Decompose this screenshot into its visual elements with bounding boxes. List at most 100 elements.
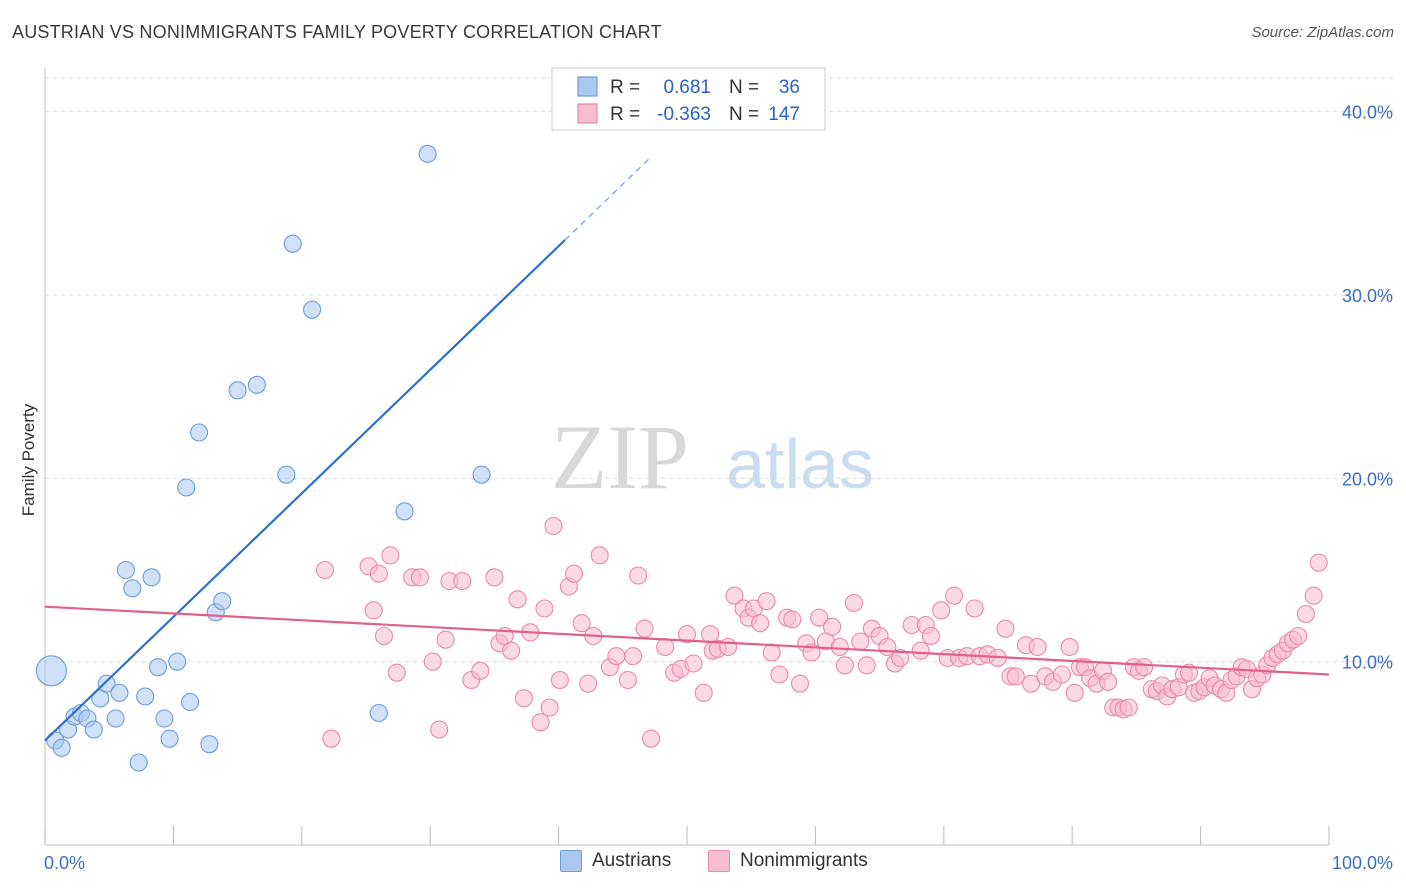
nonimmigrants-point-12: [436, 630, 455, 649]
legend-austrians-swatch: [577, 76, 598, 97]
nonimmigrants-point-70: [844, 593, 863, 613]
chart-source: Source: ZipAtlas.com: [1251, 24, 1394, 41]
y-tick-label-3: 40.0%: [1342, 103, 1393, 123]
nonimmigrants-point-111: [1119, 698, 1138, 717]
legend-nonimmigrants-swatch: [577, 103, 598, 124]
nonimmigrants-point-46: [684, 654, 703, 673]
austrians-point-22: [181, 692, 200, 712]
nonimmigrants-point-45: [677, 625, 697, 644]
bottom-legend-nonimmigrants-swatch: [708, 850, 730, 872]
nonimmigrants-point-146: [1309, 553, 1328, 572]
austrians-point-13: [123, 579, 142, 598]
nonimmigrants-point-79: [911, 641, 930, 660]
austrians-point-23: [190, 423, 209, 442]
nonimmigrants-point-27: [544, 516, 563, 536]
x-tick-label-0: 0.0%: [44, 853, 85, 873]
tick-labels: 10.0% 20.0% 30.0% 40.0% 0.0% 100.0%: [44, 103, 1393, 873]
nonimmigrants-point-36: [607, 647, 626, 666]
nonimmigrants-point-7: [387, 663, 406, 682]
legend-nonimmigrants-r-value: -0.363: [657, 104, 711, 125]
nonimmigrants-point-30: [564, 564, 584, 583]
nonimmigrants-point-84: [945, 586, 964, 605]
legend-austrians-n-label: N =: [729, 77, 759, 98]
nonimmigrants-point-67: [823, 617, 842, 636]
austrians-point-26: [213, 592, 232, 611]
nonimmigrants-point-17: [485, 568, 504, 587]
nonimmigrants-point-61: [783, 610, 802, 629]
nonimmigrants-point-40: [635, 619, 654, 638]
nonimmigrants-point-38: [624, 647, 643, 666]
austrians-point-28: [247, 375, 266, 394]
legend-austrians-r-label: R =: [610, 77, 640, 98]
nonimmigrants-point-10: [423, 652, 442, 671]
austrians-point-27: [228, 381, 247, 400]
nonimmigrants-point-16: [471, 661, 490, 680]
nonimmigrants-point-47: [694, 683, 713, 702]
bottom-legend-nonimmigrants: Nonimmigrants: [708, 850, 868, 872]
austrians-trend-line: [44, 239, 566, 742]
bottom-legend-nonimmigrants-label: Nonimmigrants: [740, 850, 868, 871]
nonimmigrants-point-82: [932, 601, 951, 620]
nonimmigrants-point-81: [921, 626, 941, 646]
nonimmigrants-point-0: [315, 560, 334, 580]
nonimmigrants-point-101: [1065, 683, 1084, 702]
trend-lines: [44, 158, 1330, 742]
austrians-point-24: [200, 735, 219, 754]
austrians-point-21: [177, 478, 196, 497]
y-axis-label: Family Poverty: [19, 403, 38, 516]
nonimmigrants-points: [315, 516, 1328, 748]
nonimmigrants-point-14: [453, 571, 472, 591]
watermark-zip: ZIP: [551, 406, 689, 508]
nonimmigrants-point-34: [590, 546, 609, 565]
nonimmigrants-point-24: [531, 713, 550, 732]
axes: [44, 68, 1330, 846]
nonimmigrants-point-39: [629, 566, 648, 585]
watermark-atlas: atlas: [726, 425, 874, 503]
nonimmigrants-point-144: [1296, 604, 1315, 624]
nonimmigrants-point-31: [572, 614, 591, 633]
grid-lines: [45, 77, 1395, 663]
x-tick-label-1: 100.0%: [1332, 853, 1393, 873]
legend-austrians-n-value: 36: [779, 77, 800, 98]
nonimmigrants-point-3: [364, 601, 383, 620]
nonimmigrants-point-143: [1289, 626, 1308, 646]
austrians-point-32: [369, 703, 388, 723]
nonimmigrants-point-52: [725, 586, 744, 605]
bottom-legend: Austrians Nonimmigrants: [0, 850, 1406, 880]
nonimmigrants-trend-line: [44, 605, 1330, 676]
austrians-point-12: [116, 560, 135, 580]
nonimmigrants-point-4: [369, 564, 388, 583]
bottom-legend-austrians-swatch: [560, 850, 582, 872]
austrians-point-35: [472, 465, 491, 484]
nonimmigrants-point-107: [1099, 672, 1118, 691]
austrians-point-14: [129, 753, 148, 772]
y-tick-label-0: 10.0%: [1342, 653, 1393, 673]
austrians-point-20: [168, 652, 187, 671]
austrians-point-30: [283, 234, 302, 253]
austrians-point-16: [142, 568, 161, 587]
nonimmigrants-point-72: [857, 656, 876, 675]
nonimmigrants-point-21: [508, 590, 527, 609]
nonimmigrants-point-57: [757, 592, 776, 611]
nonimmigrants-point-77: [891, 648, 910, 668]
nonimmigrants-point-1: [322, 729, 341, 748]
y-tick-label-2: 30.0%: [1342, 286, 1393, 306]
chart-title: AUSTRIAN VS NONIMMIGRANTS FAMILY POVERTY…: [12, 22, 662, 42]
nonimmigrants-point-96: [1028, 637, 1047, 657]
nonimmigrants-point-22: [514, 689, 533, 708]
nonimmigrants-point-114: [1135, 658, 1154, 677]
nonimmigrants-point-11: [430, 720, 449, 739]
nonimmigrants-point-65: [810, 608, 829, 627]
bottom-legend-austrians: Austrians: [560, 850, 671, 872]
nonimmigrants-point-41: [641, 729, 661, 748]
nonimmigrants-point-58: [762, 643, 781, 662]
austrians-points: [35, 144, 491, 772]
austrians-point-18: [155, 709, 174, 728]
y-tick-label-1: 20.0%: [1342, 469, 1393, 489]
nonimmigrants-point-42: [656, 637, 675, 657]
nonimmigrants-point-51: [719, 637, 738, 657]
nonimmigrants-point-69: [835, 656, 854, 675]
legend-nonimmigrants-n-label: N =: [729, 104, 759, 125]
nonimmigrants-point-6: [381, 546, 400, 565]
